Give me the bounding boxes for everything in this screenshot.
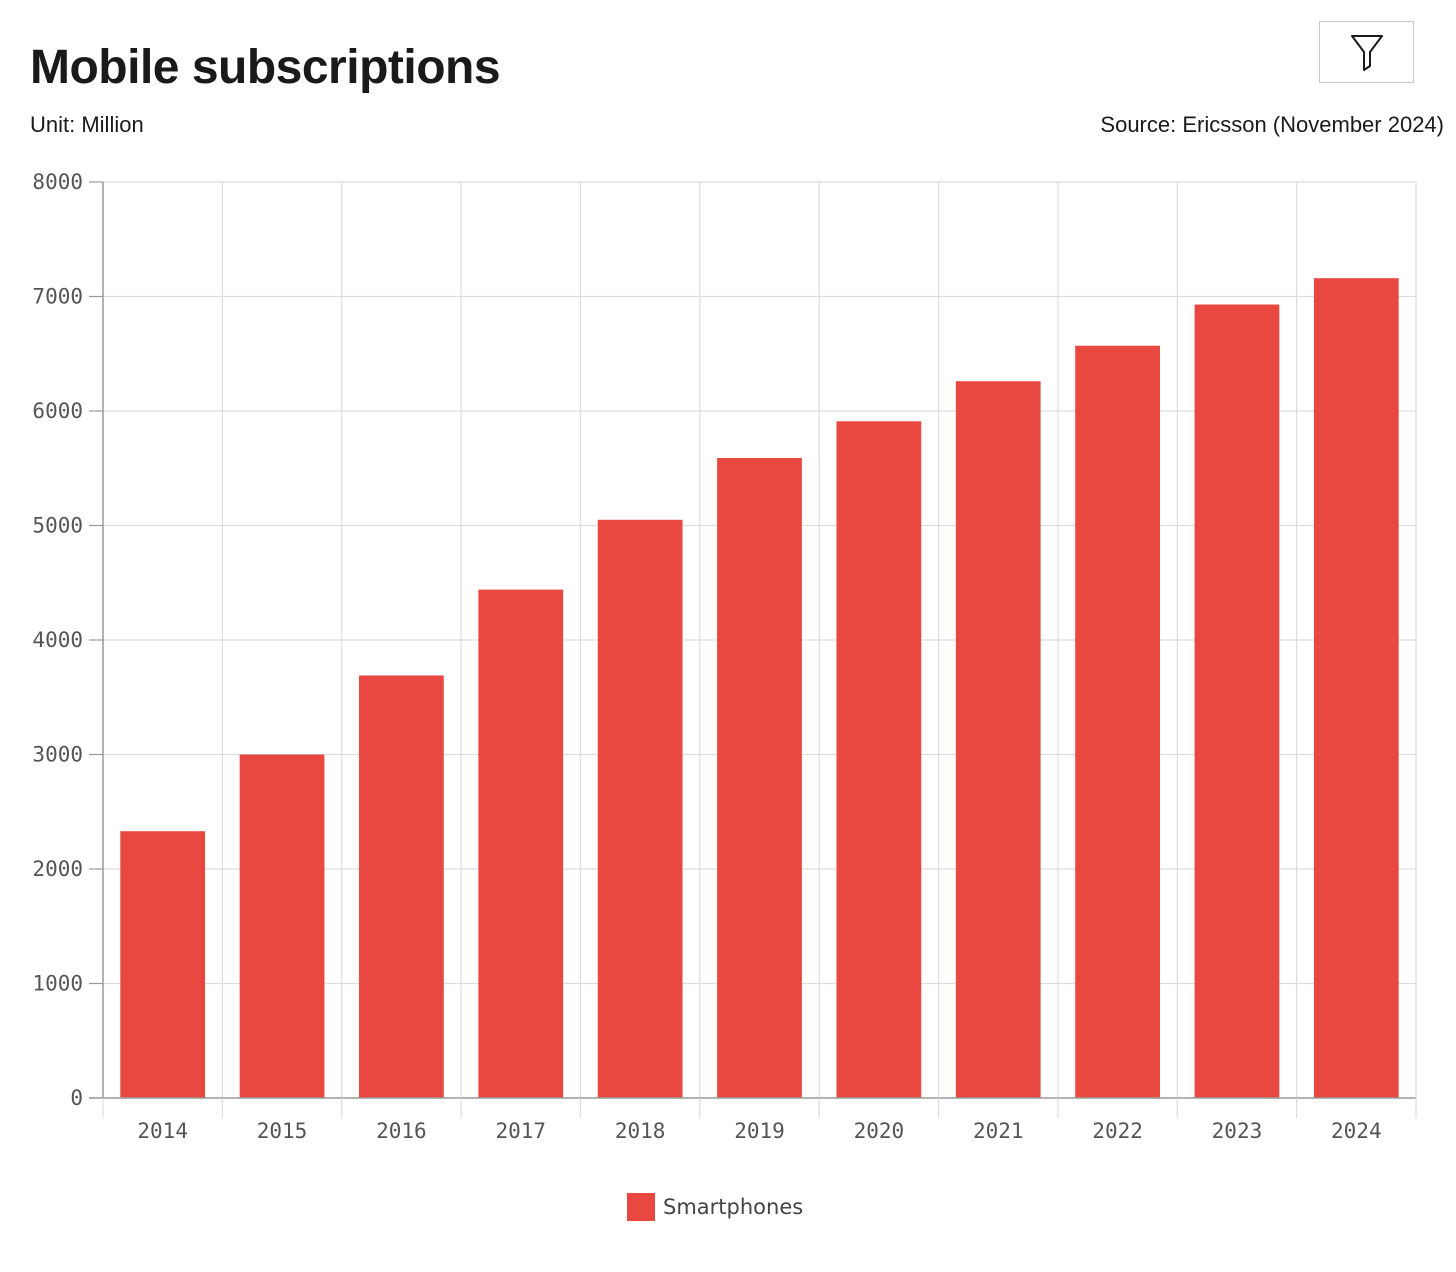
filter-funnel-icon <box>1350 35 1383 71</box>
bar-2015[interactable] <box>239 754 325 1099</box>
bar-2022[interactable] <box>1075 345 1160 1098</box>
y-tick-label: 3000 <box>32 743 83 767</box>
legend[interactable]: Smartphones <box>627 1193 803 1221</box>
bar-2023[interactable] <box>1194 304 1280 1098</box>
y-tick-label: 0 <box>70 1086 83 1110</box>
bar-2014[interactable] <box>120 831 206 1098</box>
y-tick-label: 5000 <box>32 514 83 538</box>
y-tick-label: 8000 <box>32 170 83 194</box>
y-tick-label: 1000 <box>32 972 83 996</box>
bar-2019[interactable] <box>717 457 802 1098</box>
bars <box>120 278 1399 1099</box>
axes <box>89 181 1417 1118</box>
x-tick-label: 2019 <box>734 1119 785 1143</box>
x-tick-label: 2022 <box>1092 1119 1143 1143</box>
x-tick-label: 2021 <box>973 1119 1024 1143</box>
x-tick-label: 2018 <box>615 1119 666 1143</box>
unit-label: Unit: Million <box>30 112 144 137</box>
chart-title: Mobile subscriptions <box>30 41 501 94</box>
y-tick-label: 6000 <box>32 399 83 423</box>
filter-button[interactable] <box>1319 21 1414 83</box>
y-tick-labels: 0 1000 2000 3000 4000 5000 6000 7000 8000 <box>32 170 83 1110</box>
bar-2024[interactable] <box>1313 278 1399 1098</box>
legend-label: Smartphones <box>663 1195 804 1219</box>
x-tick-label: 2020 <box>854 1119 905 1143</box>
x-tick-label: 2015 <box>257 1119 308 1143</box>
bar-2021[interactable] <box>955 381 1041 1099</box>
y-tick-label: 2000 <box>32 857 83 881</box>
bar-2018[interactable] <box>597 519 683 1098</box>
x-tick-label: 2016 <box>376 1119 427 1143</box>
x-tick-label: 2014 <box>137 1119 188 1143</box>
bar-2016[interactable] <box>359 675 444 1098</box>
y-tick-label: 4000 <box>32 628 83 652</box>
y-tick-label: 7000 <box>32 285 83 309</box>
x-tick-label: 2023 <box>1212 1119 1263 1143</box>
bar-2020[interactable] <box>836 421 922 1098</box>
source-label: Source: Ericsson (November 2024) <box>1100 112 1444 137</box>
x-tick-label: 2024 <box>1331 1119 1382 1143</box>
x-tick-label: 2017 <box>495 1119 546 1143</box>
legend-swatch <box>627 1193 655 1221</box>
bar-2017[interactable] <box>478 589 564 1098</box>
x-tick-labels: 2014 2015 2016 2017 2018 2019 2020 2021 2022 2023… <box>137 1119 1381 1143</box>
